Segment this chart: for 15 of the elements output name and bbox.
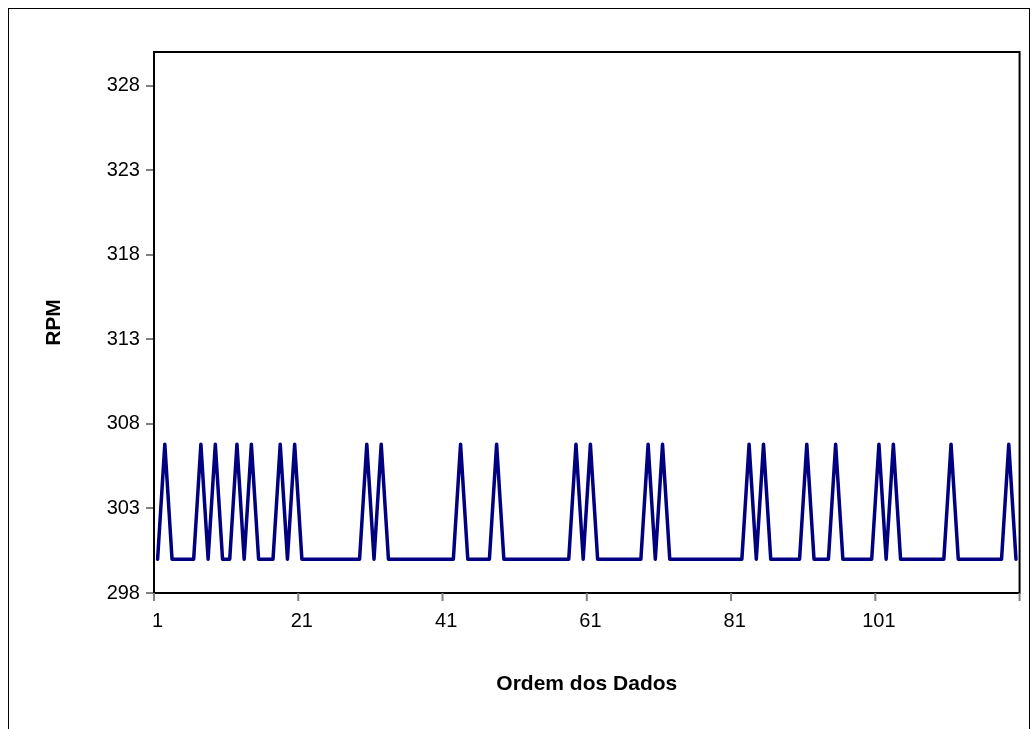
x-tick-label: 1 (152, 608, 164, 631)
x-tick-label: 101 (862, 608, 896, 631)
y-tick-label: 313 (106, 326, 140, 349)
x-tick-label: 81 (723, 608, 746, 631)
x-axis-title: Ordem dos Dados (496, 671, 678, 695)
y-axis-title: RPM (41, 299, 65, 346)
x-tick-label: 21 (290, 608, 313, 631)
y-tick-label: 303 (106, 495, 140, 518)
y-tick-label: 318 (106, 242, 140, 265)
y-tick-label: 323 (106, 157, 140, 180)
x-tick-label: 61 (579, 608, 602, 631)
y-tick-label: 328 (106, 73, 140, 96)
y-tick-label: 298 (106, 580, 140, 603)
x-tick-label: 41 (435, 608, 458, 631)
y-tick-label: 308 (106, 411, 140, 434)
